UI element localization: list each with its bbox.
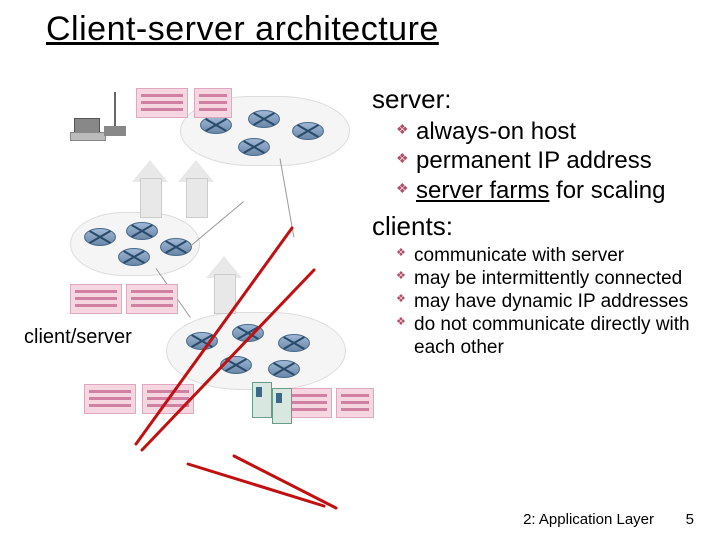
footer-chapter: 2: Application Layer: [523, 511, 654, 528]
clients-bullet: may be intermittently connected: [396, 267, 702, 290]
clients-heading: clients:: [372, 211, 702, 242]
clients-bullet-list: communicate with server may be intermitt…: [372, 244, 702, 360]
content-column: server: always-on host permanent IP addr…: [372, 84, 702, 360]
server-farms-underlined: server farms: [416, 177, 549, 204]
slide-title: Client-server architecture: [46, 10, 439, 49]
server-bullet-list: always-on host permanent IP address serv…: [372, 117, 702, 205]
client-server-lines: [70, 88, 360, 518]
server-bullet: permanent IP address: [396, 146, 702, 175]
clients-bullet: do not communicate directly with each ot…: [396, 313, 702, 359]
clients-bullet: may have dynamic IP addresses: [396, 290, 702, 313]
server-bullet: always-on host: [396, 117, 702, 146]
server-bullet: server farms for scaling: [396, 176, 702, 205]
text: for scaling: [549, 177, 665, 204]
clients-bullet: communicate with server: [396, 244, 702, 267]
footer-page-number: 5: [686, 511, 694, 528]
network-diagram: [70, 88, 360, 418]
diagram-label: client/server: [24, 326, 132, 349]
server-heading: server:: [372, 84, 702, 115]
